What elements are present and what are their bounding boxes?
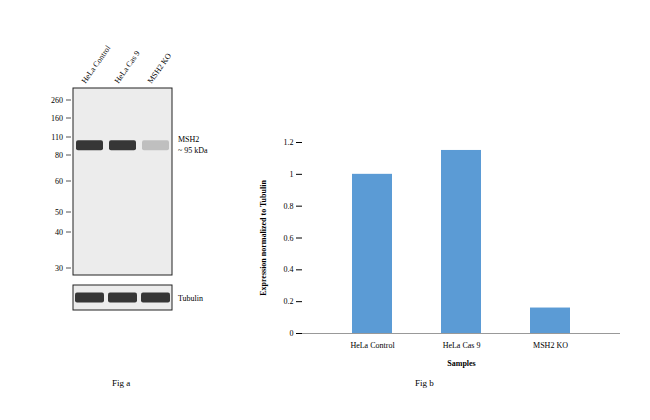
svg-text:0.8: 0.8 bbox=[284, 202, 294, 211]
svg-text:Samples: Samples bbox=[447, 359, 475, 368]
svg-text:~ 95 kDa: ~ 95 kDa bbox=[178, 146, 208, 155]
html-text:Fig b: Fig b bbox=[415, 378, 434, 388]
svg-text:HeLa Control: HeLa Control bbox=[80, 43, 113, 85]
svg-text:0.2: 0.2 bbox=[284, 297, 294, 306]
svg-text:HeLa Cas 9: HeLa Cas 9 bbox=[443, 341, 481, 350]
svg-text:30: 30 bbox=[55, 264, 63, 273]
svg-text:40: 40 bbox=[55, 228, 63, 237]
svg-text:1.2: 1.2 bbox=[284, 138, 294, 147]
svg-text:MSH2 KO: MSH2 KO bbox=[146, 51, 174, 85]
svg-text:HeLa Cas 9: HeLa Cas 9 bbox=[113, 49, 142, 85]
svg-text:80: 80 bbox=[55, 151, 63, 160]
svg-text:60: 60 bbox=[55, 177, 63, 186]
svg-text:110: 110 bbox=[51, 133, 63, 142]
svg-text:260: 260 bbox=[51, 96, 63, 105]
svg-text:HeLa Control: HeLa Control bbox=[350, 341, 395, 350]
svg-text:160: 160 bbox=[51, 114, 63, 123]
svg-text:0.4: 0.4 bbox=[284, 265, 294, 274]
html-text:Fig a: Fig a bbox=[112, 378, 131, 388]
svg-text:MSH2: MSH2 bbox=[178, 135, 199, 144]
svg-text:0: 0 bbox=[290, 329, 294, 338]
svg-text:MSH2 KO: MSH2 KO bbox=[533, 341, 568, 350]
svg-text:50: 50 bbox=[55, 208, 63, 217]
svg-text:Expression normalized to Tubul: Expression normalized to Tubulin bbox=[259, 180, 268, 296]
svg-text:1: 1 bbox=[290, 170, 294, 179]
svg-text:0.6: 0.6 bbox=[284, 234, 294, 243]
svg-text:Tubulin: Tubulin bbox=[178, 294, 203, 303]
